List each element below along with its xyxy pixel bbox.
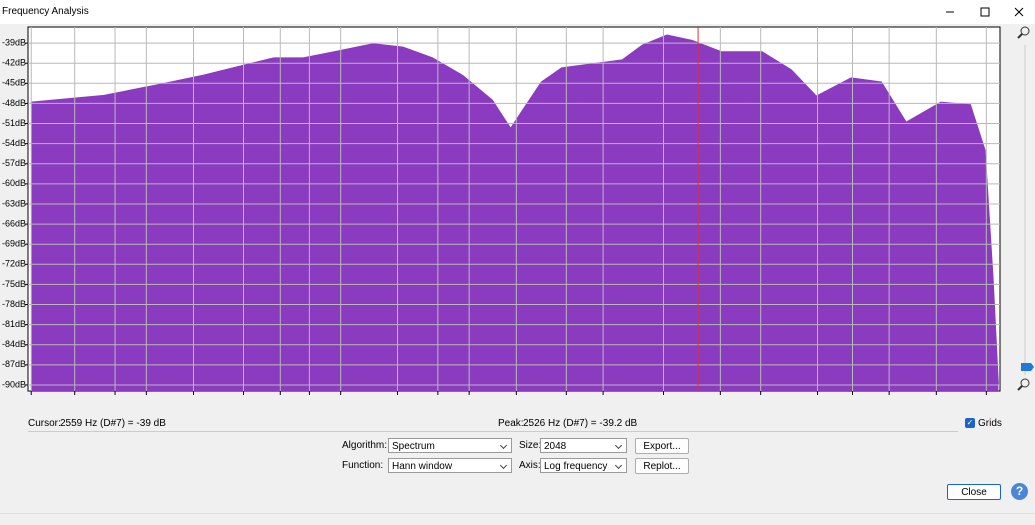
algorithm-select[interactable]: Spectrum (388, 438, 512, 453)
y-tick-label: -57dB (2, 158, 26, 168)
x-tick-label: 700Hz (503, 395, 530, 396)
footer-line (0, 513, 1035, 514)
x-tick-label: 1000Hz (551, 395, 583, 396)
export-button[interactable]: Export... (635, 438, 689, 454)
y-tick-label: -87dB (2, 359, 26, 369)
x-tick-label: 14000Hz (918, 395, 955, 396)
x-tick-label: 30Hz (64, 395, 86, 396)
close-button[interactable]: Close (947, 484, 1001, 500)
x-tick-label: 6000Hz (802, 395, 834, 396)
y-tick-label: -78dB (2, 299, 26, 309)
help-button[interactable]: ? (1011, 483, 1028, 500)
x-tick-label: 40Hz (105, 395, 127, 396)
title-bar: Frequency Analysis (0, 0, 1035, 24)
algorithm-label: Algorithm: (342, 440, 388, 451)
y-tick-label: -39dB (2, 37, 26, 47)
x-tick-label: 2000Hz (648, 395, 680, 396)
y-tick-label: -63dB (2, 198, 26, 208)
peak-value: 2526 Hz (D#7) = -39.2 dB (523, 418, 638, 429)
x-tick-label: 1300Hz (588, 395, 620, 396)
area-fill (31, 35, 999, 392)
spectrum-line (31, 34, 999, 385)
axis-select[interactable]: Log frequency (540, 458, 627, 473)
x-tick-label: 3000Hz (705, 395, 737, 396)
y-tick-label: -72dB (2, 259, 26, 269)
zoom-controls[interactable] (1015, 25, 1035, 395)
x-tick-label: 200Hz (328, 395, 355, 396)
cursor-label: Cursor: (28, 418, 61, 429)
chart: -39dB -42dB -45dB -48dB -51dB -54dB -57dB -60dB… (2, 26, 1005, 396)
y-tick-label: -84dB (2, 339, 26, 349)
y-tick-label: -81dB (2, 319, 26, 329)
y-tick-label: -60dB (2, 178, 26, 188)
x-tick-label: 22Hz (30, 395, 52, 396)
x-tick-label: 500Hz (456, 395, 483, 396)
y-tick-label: -66dB (2, 218, 26, 228)
x-tick-label: 70Hz (183, 395, 205, 396)
grids-checkbox[interactable]: ✓ (965, 418, 975, 428)
function-select[interactable]: Hann window (388, 458, 512, 473)
x-tick-label: 50Hz (136, 395, 158, 396)
x-tick-label: 130Hz (267, 395, 294, 396)
size-select[interactable]: 2048 (540, 438, 627, 453)
status-line (28, 431, 958, 432)
window-title: Frequency Analysis (2, 6, 89, 17)
x-tick-label: 160Hz (296, 395, 323, 396)
y-tick-label: -69dB (2, 239, 26, 249)
x-tick-label: 300Hz (385, 395, 412, 396)
cursor-value: 2559 Hz (D#7) = -39 dB (60, 418, 166, 429)
y-tick-label: -45dB (2, 78, 26, 88)
x-tick-label: 7700Hz (837, 395, 869, 396)
size-label: Size: (519, 440, 542, 451)
y-tick-label: -48dB (2, 98, 26, 108)
y-tick-label: -54dB (2, 138, 26, 148)
y-tick-label: -75dB (2, 279, 26, 289)
x-tick-label: 4000Hz (745, 395, 777, 396)
x-tick-label: 400Hz (425, 395, 452, 396)
y-tick-label: -90dB (2, 379, 26, 389)
x-tick-label: 20000Hz (968, 395, 1005, 396)
x-tick-label: 10000Hz (871, 395, 908, 396)
window-buttons[interactable] (940, 5, 1030, 19)
grids-label[interactable]: Grids (978, 418, 1002, 429)
axis-label: Axis: (519, 460, 541, 471)
y-tick-label: -42dB (2, 58, 26, 68)
x-tick-label: 100Hz (230, 395, 257, 396)
y-tick-label: -51dB (2, 118, 26, 128)
replot-button[interactable]: Replot... (635, 458, 689, 474)
peak-label: Peak: (498, 418, 524, 429)
function-label: Function: (342, 460, 384, 471)
